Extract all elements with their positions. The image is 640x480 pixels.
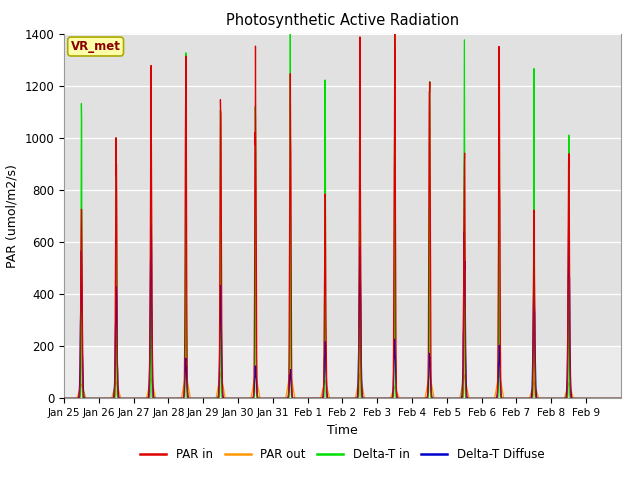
Text: VR_met: VR_met — [70, 40, 120, 53]
Title: Photosynthetic Active Radiation: Photosynthetic Active Radiation — [226, 13, 459, 28]
Y-axis label: PAR (umol/m2/s): PAR (umol/m2/s) — [6, 164, 19, 268]
Bar — [64, 34, 621, 346]
X-axis label: Time: Time — [327, 424, 358, 437]
Legend: PAR in, PAR out, Delta-T in, Delta-T Diffuse: PAR in, PAR out, Delta-T in, Delta-T Dif… — [136, 443, 549, 466]
